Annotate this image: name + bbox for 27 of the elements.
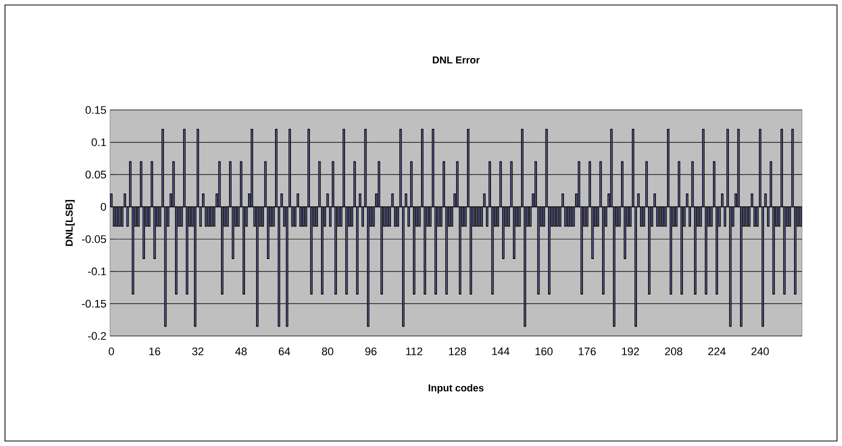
x-tick-label: 112 — [406, 348, 422, 356]
x-tick-label: 192 — [622, 348, 639, 356]
x-tick-label: 48 — [235, 348, 247, 356]
y-tick-label: 0.05 — [86, 170, 106, 178]
x-tick-label: 176 — [578, 348, 596, 356]
y-tick-label: 0.15 — [86, 106, 106, 114]
x-tick-label: 240 — [752, 348, 769, 356]
x-tick-label: 16 — [149, 348, 160, 356]
y-tick-label: -0.05 — [82, 235, 106, 244]
x-axis-title: Input codes — [428, 384, 484, 394]
y-axis-title: DNL[LSB] — [65, 200, 75, 246]
y-tick-label: 0.1 — [92, 138, 106, 146]
x-tick-label: 80 — [322, 348, 334, 356]
x-tick-label: 144 — [492, 348, 510, 356]
chart-title: DNL Error — [432, 56, 480, 64]
x-tick-label: 160 — [536, 348, 553, 356]
x-tick-label: 96 — [365, 348, 376, 356]
y-tick-label: -0.1 — [88, 268, 106, 276]
y-tick-label: -0.2 — [88, 332, 106, 340]
x-tick-label: 224 — [708, 348, 726, 356]
y-tick-label: 0 — [100, 202, 106, 211]
y-tick-label: -0.15 — [82, 300, 106, 308]
x-tick-label: 128 — [449, 348, 466, 356]
x-tick-label: 0 — [108, 348, 114, 356]
x-tick-label: 208 — [665, 348, 682, 356]
x-tick-label: 32 — [192, 348, 204, 356]
x-tick-label: 64 — [278, 348, 290, 356]
